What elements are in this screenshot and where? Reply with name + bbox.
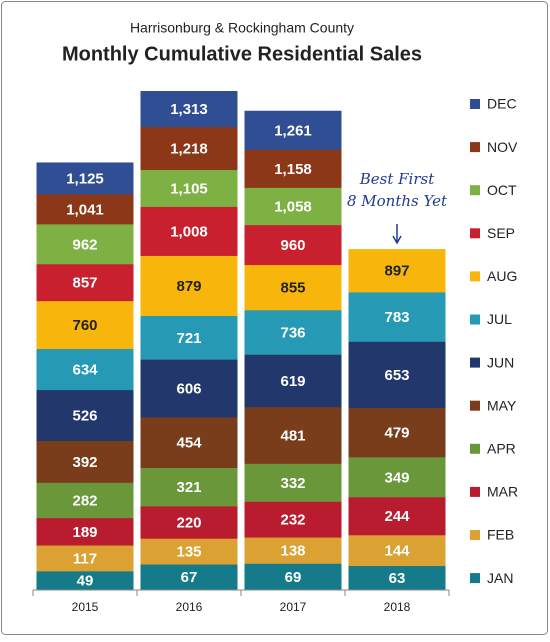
value-label: 220 [176,515,201,532]
value-label: 282 [72,492,97,509]
legend-swatch [470,142,480,153]
value-label: 49 [77,573,94,590]
value-label: 857 [72,275,97,292]
value-label: 855 [280,280,305,297]
annotation: Best First [359,170,435,188]
value-label: 69 [285,569,302,586]
legend-label: FEB [487,527,514,543]
bar [36,571,134,590]
value-label: 1,008 [170,223,208,240]
value-label: 962 [72,236,97,253]
chart-subtitle: Harrisonburg & Rockingham County [130,20,354,36]
x-tick-label: 2018 [384,600,411,614]
value-label: 144 [384,543,410,560]
value-label: 897 [384,263,409,280]
value-label: 454 [176,435,202,452]
value-label: 1,261 [274,122,312,139]
legend-swatch [470,99,480,109]
x-tick-label: 2016 [176,600,203,614]
legend-label: JUN [487,354,514,370]
legend-label: OCT [487,182,517,198]
annotation-arrowhead [392,235,402,245]
value-label: 135 [176,544,201,561]
value-label: 736 [280,324,305,341]
value-label: 67 [181,569,198,586]
value-label: 634 [72,362,98,379]
value-label: 721 [176,330,201,347]
value-label: 232 [280,512,305,529]
bar [348,566,446,590]
bar [140,564,238,590]
value-label: 606 [176,381,201,398]
legend-label: APR [487,441,516,457]
value-label: 189 [72,524,97,541]
legend-label: MAR [487,484,518,500]
value-label: 349 [384,469,409,486]
x-tick-label: 2015 [72,600,99,614]
legend-swatch [470,530,480,540]
value-label: 879 [176,278,201,295]
value-label: 481 [280,427,305,444]
legend-swatch [470,228,480,239]
legend-label: NOV [487,139,518,155]
value-label: 960 [280,237,305,254]
value-label: 117 [73,550,97,567]
legend-swatch [470,271,480,282]
value-label: 783 [384,309,409,326]
value-label: 63 [389,570,406,587]
annotation: 8 Months Yet [347,192,448,210]
value-label: 1,313 [170,101,208,118]
value-label: 321 [176,479,201,496]
value-label: 619 [280,373,305,390]
value-label: 1,105 [170,180,208,197]
legend-swatch [470,443,480,454]
value-label: 1,058 [274,199,312,216]
value-label: 1,218 [170,141,208,158]
value-label: 1,125 [66,170,104,187]
value-label: 332 [280,475,305,492]
legend-label: JUL [487,311,512,327]
value-label: 653 [384,367,409,384]
value-label: 760 [72,317,97,334]
bar [244,563,342,590]
legend-label: MAY [487,397,517,413]
legend-swatch [470,400,480,411]
value-label: 138 [280,543,305,560]
chart-title: Monthly Cumulative Residential Sales [62,43,422,65]
value-label: 479 [384,425,409,442]
legend-swatch [470,486,480,497]
value-label: 244 [384,508,410,525]
legend-swatch [470,185,480,196]
x-tick-label: 2017 [280,600,307,614]
legend-swatch [470,314,480,325]
legend-label: JAN [487,570,513,586]
value-label: 526 [72,408,97,425]
legend-label: SEP [487,225,515,241]
legend-label: AUG [487,268,517,284]
value-label: 1,041 [66,201,104,218]
legend-label: DEC [487,96,517,112]
legend-swatch [470,573,480,584]
value-label: 1,158 [274,161,312,178]
value-label: 392 [72,454,97,471]
legend-swatch [470,357,480,368]
